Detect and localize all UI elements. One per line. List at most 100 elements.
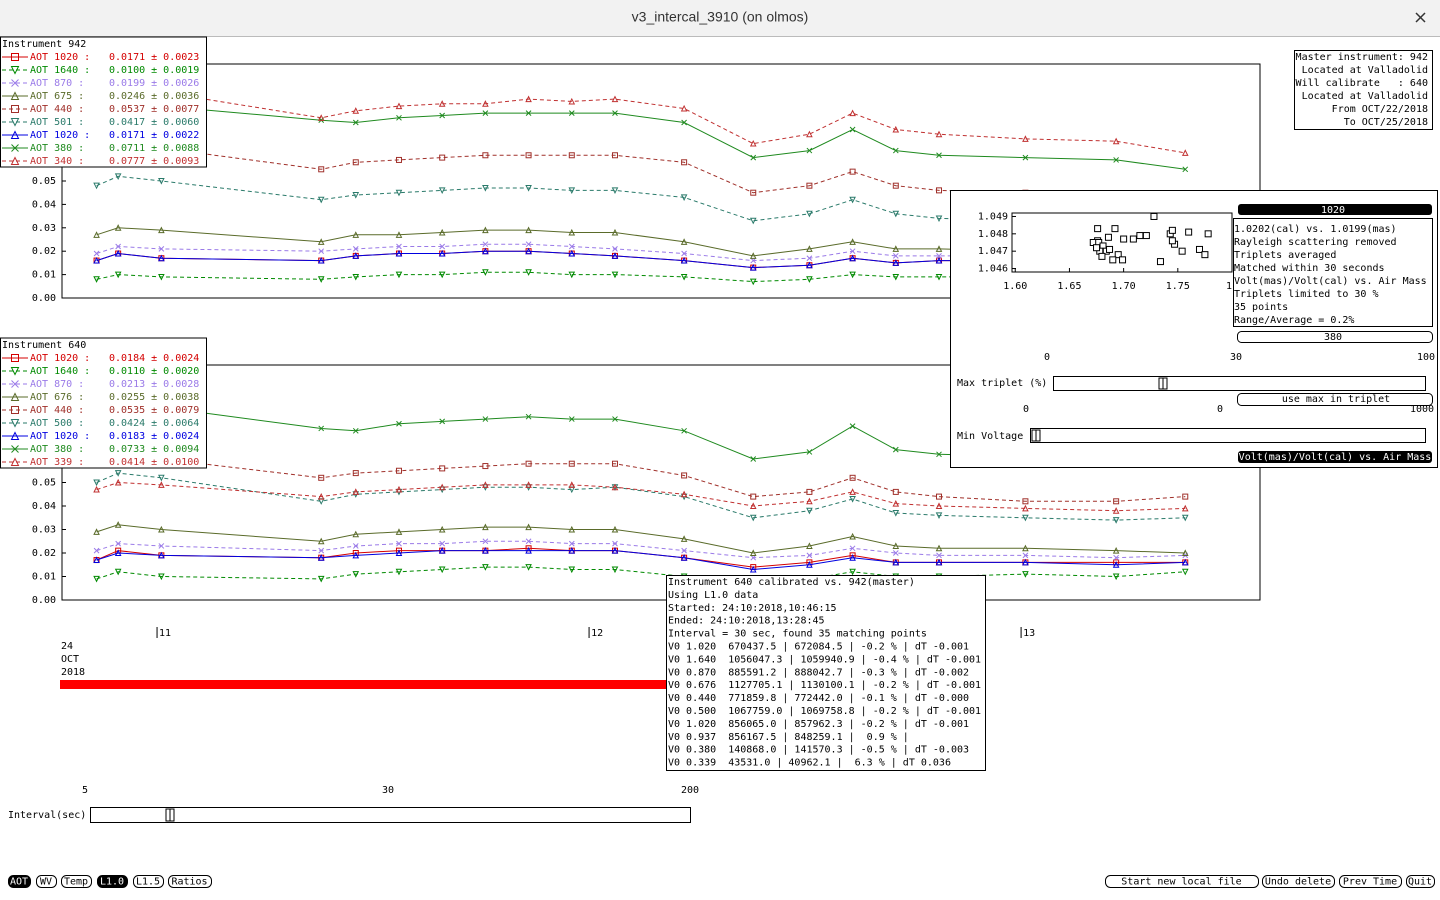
marker xyxy=(114,478,122,486)
marker xyxy=(11,105,19,113)
button-label[interactable]: Quit xyxy=(1408,877,1432,888)
marker xyxy=(93,528,100,535)
marker xyxy=(935,512,943,520)
legend-name: AOT 440 : xyxy=(30,405,84,416)
wavelength-selected[interactable] xyxy=(1238,204,1432,215)
marker xyxy=(568,110,575,116)
toggle[interactable] xyxy=(36,875,57,888)
wavelength-option[interactable] xyxy=(1237,331,1433,343)
button[interactable] xyxy=(1406,875,1435,888)
marker xyxy=(395,568,403,576)
marker xyxy=(1182,493,1189,500)
toggle[interactable] xyxy=(133,875,164,888)
series-line xyxy=(96,175,1186,226)
marker xyxy=(611,525,619,533)
marker xyxy=(568,547,576,554)
marker xyxy=(158,525,165,533)
marker xyxy=(806,245,813,252)
marker xyxy=(568,187,576,194)
legend-stat: 0.0777 ± 0.0093 xyxy=(109,156,199,167)
toggle-label[interactable]: Temp xyxy=(64,877,88,888)
legend-title: Instrument 942 xyxy=(2,39,86,50)
time-range-bar xyxy=(60,680,666,689)
marker xyxy=(114,568,122,576)
toggle[interactable] xyxy=(168,875,212,888)
toggle[interactable] xyxy=(8,875,31,888)
toggle[interactable] xyxy=(97,875,128,888)
marker xyxy=(849,271,856,279)
close-button[interactable] xyxy=(1415,12,1426,23)
toggle-label[interactable]: L1.5 xyxy=(136,877,160,888)
plot-mode[interactable]: Volt(mas)/Volt(cal) vs. Air Mass xyxy=(1239,452,1432,463)
marker xyxy=(317,256,325,264)
marker xyxy=(11,406,19,414)
marker xyxy=(525,564,532,571)
marker xyxy=(892,125,900,133)
wavelength-item[interactable]: 380 xyxy=(1324,332,1342,343)
calibration-info-line: V0 1.640 1056047.3 | 1059940.9 | -0.4 % … xyxy=(668,654,981,665)
calibration-info-line: V0 1.020 856065.0 | 857962.3 | -0.2 % | … xyxy=(668,719,969,730)
wavelength-item[interactable]: 1020 xyxy=(1321,205,1345,216)
scatter-point xyxy=(1142,232,1150,240)
y-tick-label: 0.01 xyxy=(32,270,56,281)
y-tick-label: 1.046 xyxy=(978,264,1008,275)
marker xyxy=(1112,547,1120,554)
toggle-label[interactable]: Ratios xyxy=(171,877,207,888)
legend-name: AOT 339 : xyxy=(30,457,84,468)
plot-mode-selected[interactable] xyxy=(1238,451,1432,463)
marker xyxy=(1112,517,1120,524)
marker xyxy=(317,537,325,545)
marker xyxy=(352,231,360,238)
scatter-point xyxy=(1104,233,1112,241)
calibration-info-line: V0 0.440 771859.8 | 772442.0 | -0.1 % | … xyxy=(668,693,969,704)
toggle-label[interactable]: WV xyxy=(40,877,52,888)
toggle-label[interactable]: L1.0 xyxy=(100,877,124,888)
calibration-info-line: Started: 24:10:2018,10:46:15 xyxy=(668,603,837,614)
legend-box xyxy=(0,36,207,168)
marker xyxy=(1022,514,1029,522)
x-tick-label: 12 xyxy=(591,628,603,639)
legend-name: AOT 380 : xyxy=(30,444,84,455)
slider-track[interactable] xyxy=(1053,376,1426,391)
legend-stat: 0.0171 ± 0.0023 xyxy=(109,52,199,63)
marker xyxy=(318,425,325,432)
slider-track[interactable] xyxy=(1030,428,1426,443)
fit-info-box xyxy=(1233,218,1433,327)
button-label[interactable]: Start new local file xyxy=(1121,877,1241,888)
toggle[interactable] xyxy=(61,875,92,888)
marker xyxy=(892,210,900,218)
marker xyxy=(352,551,360,559)
scatter-point xyxy=(1156,258,1164,266)
marker xyxy=(750,189,757,196)
button[interactable] xyxy=(1105,875,1259,888)
marker xyxy=(395,271,403,279)
use-max-button[interactable] xyxy=(1237,393,1433,406)
slider-label: Interval(sec) xyxy=(8,810,86,821)
marker xyxy=(1022,154,1029,161)
use-max-button-label[interactable]: use max in triplet xyxy=(1282,394,1390,405)
toggle-label[interactable]: AOT xyxy=(10,877,28,888)
y-tick-label: 0.02 xyxy=(32,548,56,559)
button-label[interactable]: Prev Time xyxy=(1343,877,1397,888)
button[interactable] xyxy=(1339,875,1402,888)
marker xyxy=(681,472,688,479)
marker xyxy=(936,552,942,559)
marker xyxy=(806,182,813,189)
series-line xyxy=(96,566,1186,582)
marker xyxy=(892,558,900,566)
marker xyxy=(352,273,360,281)
marker xyxy=(318,248,325,255)
marker xyxy=(93,556,100,564)
date-label: 2018 xyxy=(61,667,85,678)
marker xyxy=(438,525,446,533)
button[interactable] xyxy=(1262,875,1335,888)
slider-track[interactable] xyxy=(90,807,691,823)
marker xyxy=(680,194,688,201)
legend-stat: 0.0424 ± 0.0064 xyxy=(109,418,199,429)
legend-name: AOT 1020 : xyxy=(30,130,90,141)
button-label[interactable]: Undo delete xyxy=(1265,877,1331,888)
series-line xyxy=(96,395,1186,465)
marker xyxy=(11,144,19,152)
calibration-info-line: Interval = 30 sec, found 35 matching poi… xyxy=(668,629,927,640)
